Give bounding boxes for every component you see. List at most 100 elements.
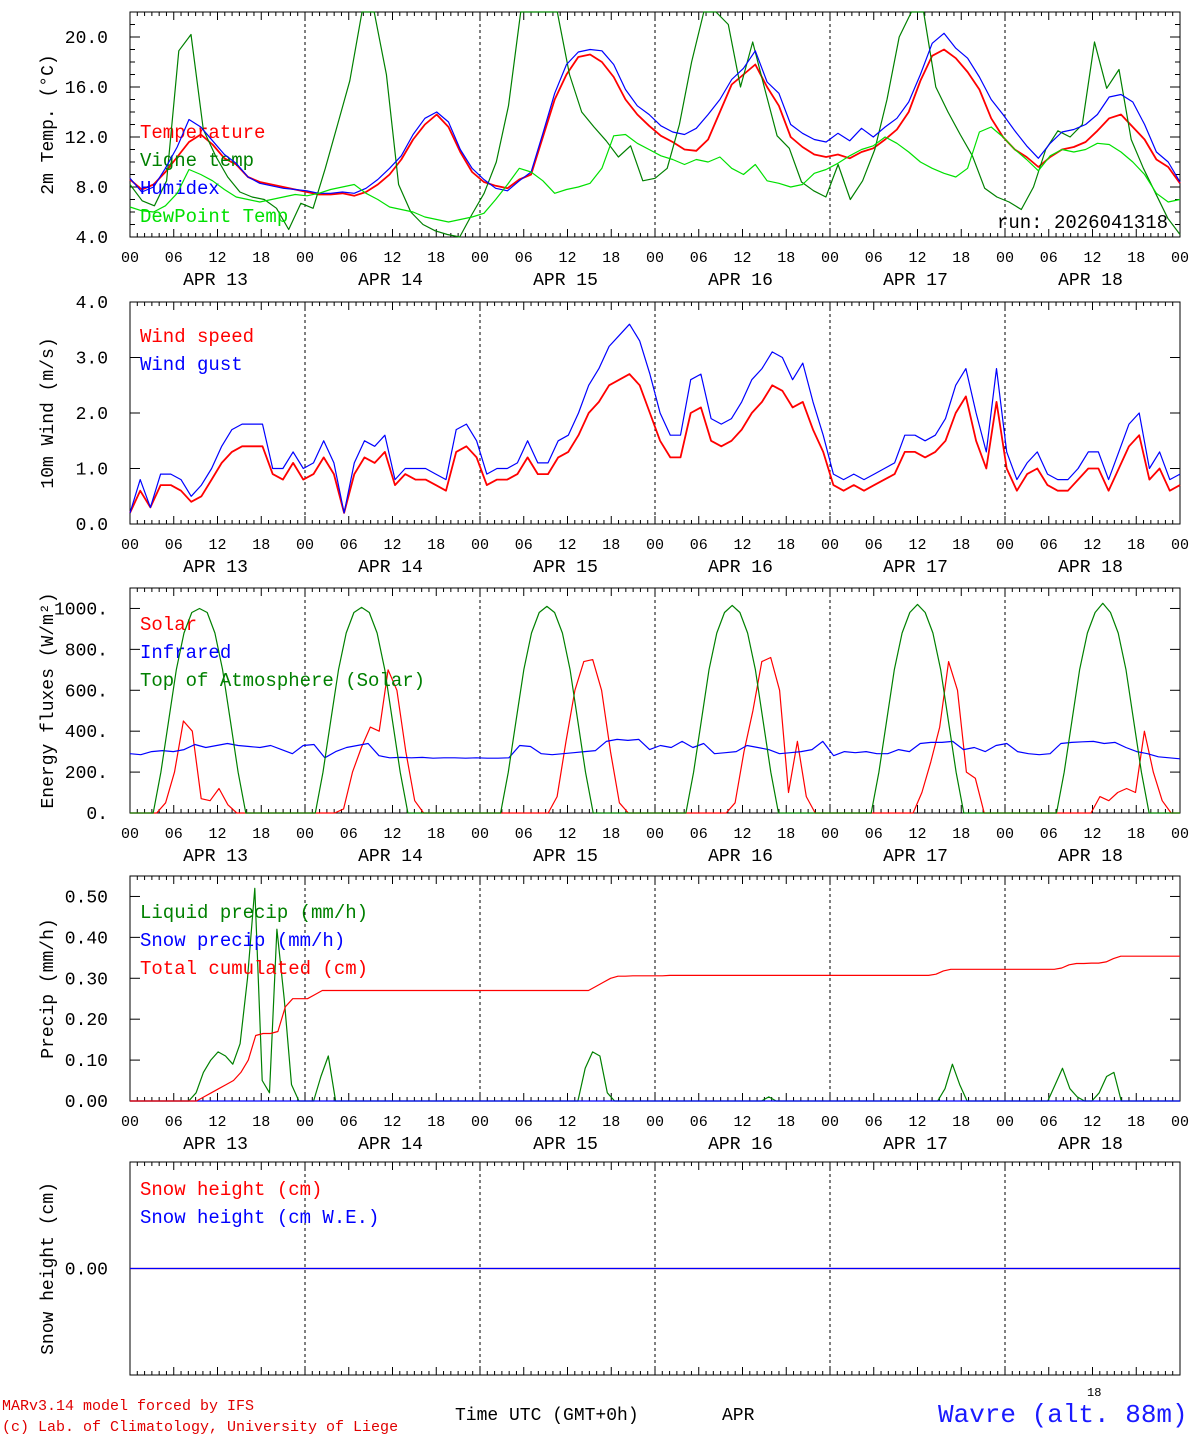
x-tick-label: 18 — [602, 250, 620, 267]
x-tick-label: 12 — [908, 250, 926, 267]
y-tick-label: 200. — [65, 764, 108, 784]
x-tick-label: 18 — [777, 826, 795, 843]
x-tick-label: 12 — [1083, 250, 1101, 267]
x-tick-label: 18 — [952, 250, 970, 267]
x-tick-label: 12 — [1083, 826, 1101, 843]
x-tick-label: 12 — [733, 826, 751, 843]
legend-entry: Top of Atmosphere (Solar) — [140, 670, 425, 692]
x-tick-label: 00 — [996, 1114, 1014, 1131]
day-label: APR 14 — [358, 1135, 423, 1155]
y-tick-label: 8.0 — [76, 179, 108, 199]
series-total-cumulated-cm- — [130, 955, 1180, 1102]
x-tick-label: 18 — [252, 250, 270, 267]
x-tick-label: 00 — [821, 826, 839, 843]
y-tick-label: 0. — [86, 805, 108, 825]
x-tick-label: 06 — [340, 537, 358, 554]
x-tick-label: 06 — [865, 826, 883, 843]
day-label: APR 17 — [883, 847, 948, 867]
legend-entry: Vigne temp — [140, 150, 254, 172]
x-tick-label: 12 — [383, 537, 401, 554]
x-tick-label: 00 — [296, 250, 314, 267]
y-axis-title: Precip (mm/h) — [39, 918, 59, 1058]
x-tick-label: 12 — [908, 537, 926, 554]
y-tick-label: 0.10 — [65, 1052, 108, 1072]
x-tick-label: 18 — [1127, 250, 1145, 267]
series-top-of-atmosphere-solar- — [130, 602, 1180, 814]
y-tick-label: 2.0 — [76, 405, 108, 425]
x-tick-label: 18 — [427, 1114, 445, 1131]
x-tick-label: 00 — [1171, 537, 1189, 554]
x-axis-title: Time UTC (GMT+0h) — [455, 1406, 639, 1426]
day-label: APR 14 — [358, 847, 423, 867]
x-tick-label: 00 — [471, 1114, 489, 1131]
x-tick-label: 00 — [821, 250, 839, 267]
x-tick-label: 12 — [1083, 1114, 1101, 1131]
x-tick-label: 06 — [1040, 537, 1058, 554]
y-tick-label: 20.0 — [65, 29, 108, 49]
x-tick-label: 06 — [690, 826, 708, 843]
x-tick-label: 18 — [952, 1114, 970, 1131]
x-tick-label: 12 — [558, 826, 576, 843]
x-tick-label: 12 — [208, 1114, 226, 1131]
x-tick-label: 06 — [165, 1114, 183, 1131]
y-tick-label: 4.0 — [76, 229, 108, 249]
y-tick-label: 0.00 — [65, 1093, 108, 1113]
x-tick-label: 06 — [515, 537, 533, 554]
x-tick-label: 00 — [471, 826, 489, 843]
y-tick-label: 0.20 — [65, 1011, 108, 1031]
x-tick-label: 06 — [340, 250, 358, 267]
day-label: APR 15 — [533, 1135, 598, 1155]
day-label: APR 16 — [708, 847, 773, 867]
x-tick-label: 12 — [383, 1114, 401, 1131]
series-wind-gust — [129, 323, 1181, 514]
x-tick-label: 00 — [471, 537, 489, 554]
x-tick-label: 06 — [1040, 250, 1058, 267]
panel-4: 0.00 0.10 0.20 0.30 0.40 0.50 Precip (mm/h) 00 0… — [39, 875, 1189, 1155]
x-tick-label: 06 — [690, 537, 708, 554]
x-tick-label: 00 — [996, 537, 1014, 554]
x-tick-label: 12 — [383, 826, 401, 843]
panel-3: 0. 200. 400. 600. 800. 1000.Energy fluxes (W/… — [39, 587, 1189, 867]
x-tick-label: 00 — [121, 1114, 139, 1131]
y-tick-label: 0.30 — [65, 970, 108, 990]
day-label: APR 15 — [533, 847, 598, 867]
x-tick-label: 12 — [908, 1114, 926, 1131]
run-label: run: 2026041318 — [997, 212, 1168, 234]
day-label: APR 17 — [883, 1135, 948, 1155]
x-tick-label: 12 — [208, 250, 226, 267]
day-label: APR 16 — [708, 558, 773, 578]
x-tick-label: 00 — [1171, 1114, 1189, 1131]
y-tick-label: 800. — [65, 641, 108, 661]
legend-entry: Infrared — [140, 642, 231, 664]
legend-entry: Snow height (cm) — [140, 1179, 322, 1201]
y-tick-label: 1000. — [54, 600, 108, 620]
x-tick-label: 06 — [690, 250, 708, 267]
x-tick-label: 00 — [121, 250, 139, 267]
x-tick-label: 06 — [865, 537, 883, 554]
x-tick-label: 06 — [865, 1114, 883, 1131]
panel-5: 0.00 Snow height (cm) Snow height (cm) Snow… — [39, 1161, 1181, 1376]
x-tick-label: 00 — [1171, 250, 1189, 267]
y-axis-title: 10m Wind (m/s) — [39, 337, 59, 488]
y-tick-label: 0.0 — [76, 516, 108, 536]
x-tick-label: 00 — [1171, 826, 1189, 843]
x-tick-label: 12 — [558, 250, 576, 267]
x-tick-label: 12 — [383, 250, 401, 267]
legend-entry: Solar — [140, 614, 197, 636]
x-tick-label: 00 — [821, 1114, 839, 1131]
x-tick-label: 18 — [602, 1114, 620, 1131]
x-tick-label: 06 — [1040, 1114, 1058, 1131]
x-tick-label: 18 — [252, 1114, 270, 1131]
lab-credit: (c) Lab. of Climatology, University of L… — [2, 1419, 399, 1436]
y-tick-label: 0.50 — [65, 888, 108, 908]
y-tick-label: 400. — [65, 723, 108, 743]
day-label: APR 17 — [883, 271, 948, 291]
day-label: APR 15 — [533, 271, 598, 291]
day-label: APR 14 — [358, 271, 423, 291]
y-tick-label: 0.40 — [65, 929, 108, 949]
y-axis-title: Snow height (cm) — [39, 1182, 59, 1355]
day-label: APR 13 — [183, 558, 248, 578]
meteogram: 4.08.012.016.020.02m Temp. (°C)00 06 12 18 0… — [39, 11, 1189, 1376]
x-tick-label: 00 — [121, 537, 139, 554]
x-tick-label: 18 — [777, 250, 795, 267]
